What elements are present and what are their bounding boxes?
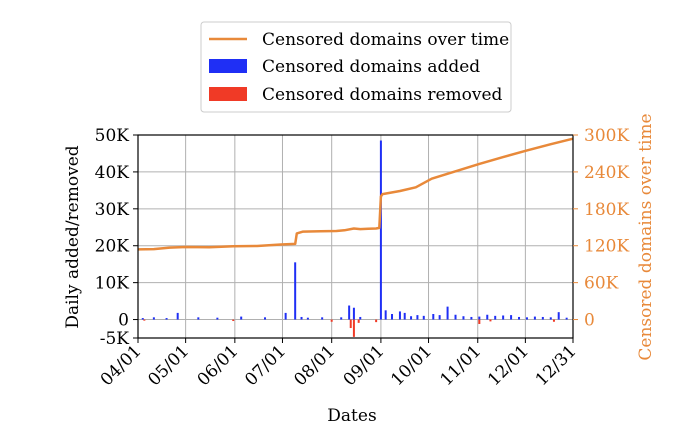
bar-removed	[330, 319, 333, 322]
bar-added	[403, 312, 406, 320]
line-series	[137, 137, 574, 251]
bar-added	[176, 312, 179, 320]
bar-added	[141, 318, 144, 320]
bar-added	[470, 316, 473, 320]
bar-added	[541, 316, 544, 320]
bar-added	[446, 306, 449, 320]
legend-label-removed: Censored domains removed	[262, 85, 503, 105]
x-tick-label: 11/01	[436, 341, 485, 390]
bar-removed	[232, 319, 235, 322]
x-tick-label: 08/01	[290, 341, 339, 390]
bar-added	[462, 316, 465, 320]
bar-added	[549, 317, 552, 320]
bar-added	[216, 317, 219, 320]
bar-added	[416, 315, 419, 320]
bar-added	[432, 314, 435, 320]
axes: -5K010K20K30K40K50K060K120K180K240K300K0…	[95, 126, 630, 390]
y-right-tick-label: 240K	[584, 163, 629, 183]
line-censored-domains-over-time	[137, 137, 574, 251]
bar-added	[410, 316, 413, 320]
y-right-tick-label: 60K	[584, 274, 619, 294]
y-right-tick-label: 300K	[584, 126, 629, 146]
y-left-tick-label: 30K	[95, 200, 130, 220]
bar-added	[510, 315, 513, 320]
x-tick-label: 05/01	[144, 341, 193, 390]
legend-frame	[200, 21, 512, 113]
bar-added	[533, 316, 536, 320]
bar-added	[306, 317, 309, 320]
bar-removed	[552, 319, 555, 322]
x-tick-label: 12/01	[484, 341, 533, 390]
legend-label-line: Censored domains over time	[262, 30, 509, 50]
y-right-tick-label: 120K	[584, 237, 629, 257]
legend-added-swatch	[209, 59, 247, 73]
x-tick-label: 07/01	[241, 341, 290, 390]
bar-added	[438, 315, 441, 320]
bar-removed	[349, 319, 352, 329]
bar-added	[478, 316, 481, 320]
legend-label-added: Censored domains added	[262, 57, 480, 77]
y-axis-label-left: Daily added/removed	[63, 145, 83, 328]
bar-added	[525, 317, 528, 320]
bar-added	[340, 317, 343, 320]
x-axis-label: Dates	[327, 406, 376, 426]
bar-added	[152, 317, 155, 320]
bar-added	[502, 315, 505, 320]
legend: Censored domains over time Censored doma…	[200, 21, 512, 113]
x-tick-label: 10/01	[387, 341, 436, 390]
bar-added	[197, 317, 200, 320]
x-tick-label: 12/31	[532, 341, 581, 390]
bar-added	[379, 140, 382, 320]
bar-added	[494, 315, 497, 320]
bar-added	[359, 316, 362, 320]
bar-removed	[375, 319, 378, 323]
x-tick-label: 06/01	[194, 341, 243, 390]
plot-frame	[137, 134, 574, 339]
x-tick-label: 09/01	[340, 341, 389, 390]
y-axis-label-right: Censored domains over time	[636, 113, 656, 360]
grid	[137, 134, 574, 339]
y-left-tick-label: 0	[118, 311, 129, 331]
bar-added	[284, 312, 287, 320]
y-left-tick-label: 10K	[95, 274, 130, 294]
bar-removed	[478, 319, 481, 324]
y-right-tick-label: 180K	[584, 200, 629, 220]
bar-added	[391, 314, 394, 320]
y-left-tick-label: 40K	[95, 163, 130, 183]
y-left-tick-label: -5K	[100, 329, 130, 349]
bar-added	[565, 317, 568, 320]
legend-removed-swatch	[209, 87, 247, 101]
bar-added	[454, 314, 457, 320]
bar-added	[300, 316, 303, 320]
bar-added	[518, 316, 521, 320]
bar-added	[352, 307, 355, 320]
bar-added	[264, 317, 267, 320]
bar-added	[294, 262, 297, 320]
y-left-tick-label: 50K	[95, 126, 130, 146]
bar-removed	[143, 319, 146, 321]
y-left-tick-label: 20K	[95, 237, 130, 257]
bar-removed	[489, 319, 492, 322]
bar-removed	[357, 319, 360, 323]
bar-added	[384, 310, 387, 320]
bars	[141, 140, 568, 337]
bar-added	[557, 312, 560, 320]
bar-added	[165, 318, 168, 320]
bar-added	[486, 314, 489, 320]
y-right-tick-label: 0	[584, 311, 595, 331]
bar-added	[240, 316, 243, 320]
bar-added	[398, 311, 401, 320]
bar-added	[321, 317, 324, 320]
bar-removed	[352, 319, 355, 337]
bar-added	[422, 315, 425, 320]
bar-added	[348, 305, 351, 320]
